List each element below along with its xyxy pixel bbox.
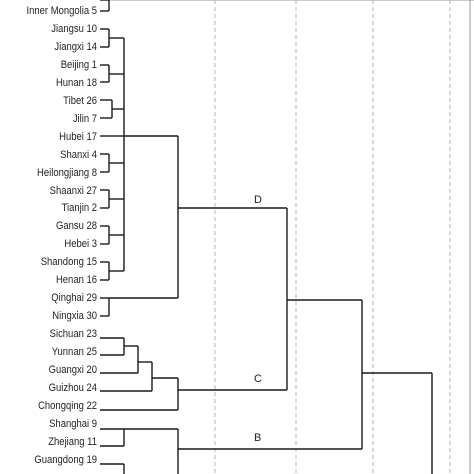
leaf-label: Zhejiang 11 [48,435,97,448]
leaf-label: Gansu 28 [55,220,97,233]
leaf-label: Hunan 18 [55,76,97,89]
leaf-label: Henan 16 [55,274,97,287]
leaf-label: Shanxi 4 [60,148,97,161]
leaf-label: Shaanxi 27 [49,184,97,197]
leaf-label: Chongqing 22 [38,399,97,412]
leaf-label: Inner Mongolia 5 [26,5,98,17]
cluster-label-c: C [254,373,262,385]
leaf-label: Guangdong 19 [34,453,97,466]
leaf-label: Ningxia 30 [52,310,97,323]
dendrogram-branches [100,0,433,474]
leaf-label: Qinghai 29 [51,292,97,305]
leaf-label: Shandong 15 [40,256,97,269]
leaf-label: Heilongjiang 8 [37,166,97,179]
leaf-label: Jiangsu 10 [51,22,97,35]
leaf-label: Guizhou 24 [48,381,97,394]
leaf-label: Sichuan 23 [49,328,97,341]
leaf-label: Hebei 3 [64,238,97,251]
leaf-label: Beijing 1 [60,58,97,71]
leaf-label: Shanghai 9 [49,417,97,430]
leaf-label: Tibet 26 [63,94,97,107]
leaf-label: Jilin 7 [72,112,97,125]
leaf-label: Guangxi 20 [48,364,97,376]
leaf-label: Tianjin 2 [61,202,97,215]
cluster-label-d: D [254,194,262,206]
leaf-label: Yunnan 25 [51,346,97,359]
leaf-label: Hubei 17 [59,130,97,143]
leaf-label: Jiangxi 14 [54,40,97,53]
cluster-label-b: B [254,432,262,444]
